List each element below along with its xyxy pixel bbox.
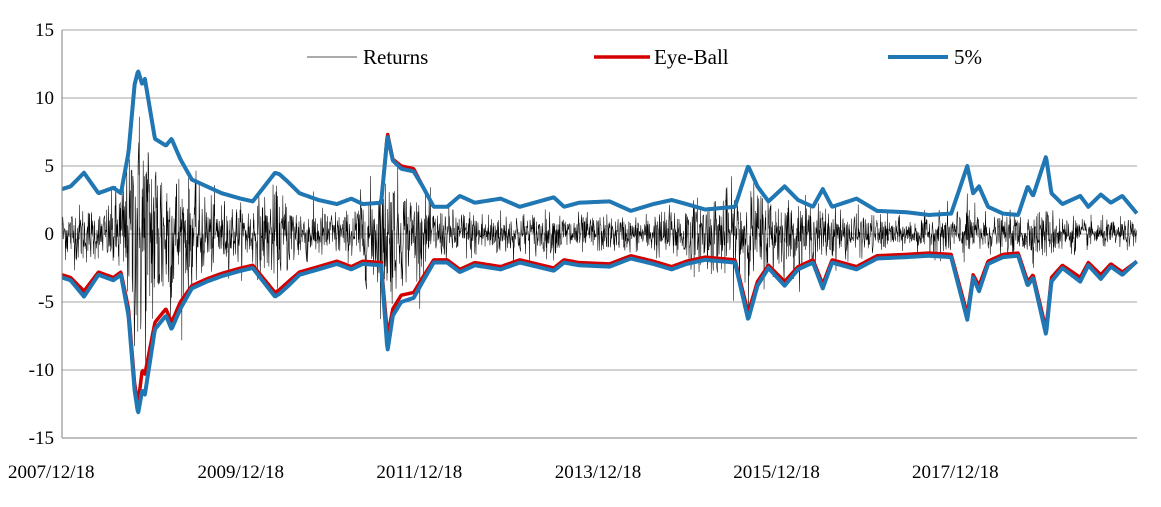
x-tick-label: 2013/12/18 [555,462,642,483]
y-tick-label: 10 [35,88,54,109]
x-tick-label: 2017/12/18 [912,462,999,483]
y-tick-labels: 15 10 5 0 -5 -10 -15 [29,20,54,449]
series-returns-line [61,116,1138,364]
x-tick-labels: 2007/12/18 2009/12/18 2011/12/18 2013/12/18… [8,462,999,483]
x-tick-label: 2015/12/18 [733,462,820,483]
y-tick-label: -10 [29,360,54,381]
x-tick-label: 2007/12/18 [8,462,95,483]
legend-item-eye-ball: Eye-Ball [594,45,729,69]
y-tick-label: -5 [38,292,54,313]
y-tick-label: 0 [45,224,55,245]
legend-label-eye-ball: Eye-Ball [654,45,729,69]
x-tick-label: 2009/12/18 [197,462,284,483]
legend-item-returns: Returns [307,45,428,69]
legend-item-5pct: 5% [888,45,982,69]
series-5pct-lower-line [60,253,1139,415]
y-tick-label: -15 [29,428,54,449]
legend-label-returns: Returns [363,45,428,69]
plot-area [60,69,1139,415]
y-tick-label: 5 [45,156,55,177]
series-5pct-upper-line [60,69,1139,217]
x-tick-label: 2011/12/18 [376,462,462,483]
legend: Returns Eye-Ball 5% [307,45,982,69]
legend-label-5pct: 5% [954,45,982,69]
y-tick-label: 15 [35,20,54,41]
